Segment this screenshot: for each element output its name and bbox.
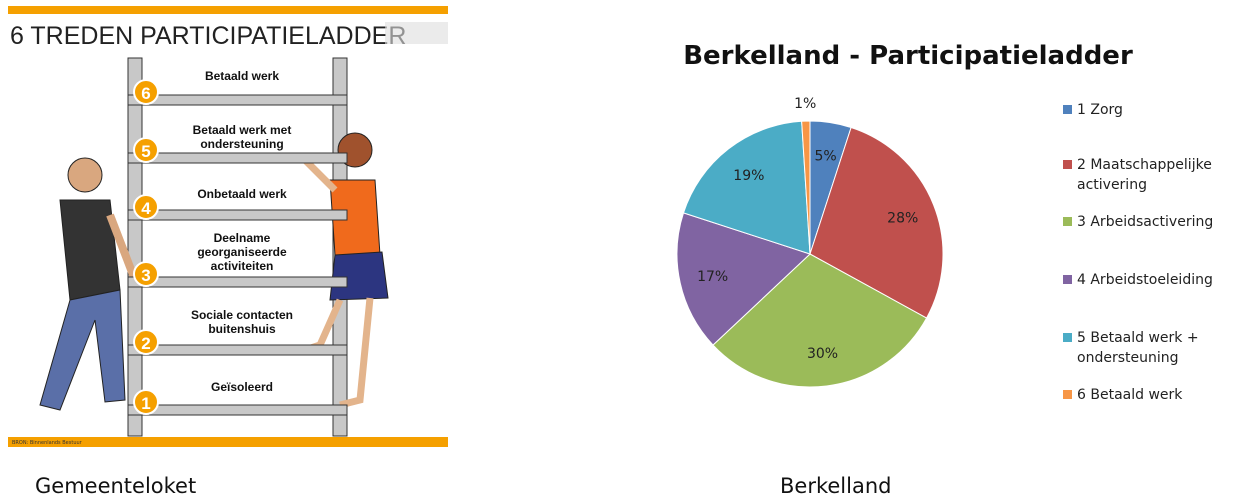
data-label: 28% [887, 210, 918, 226]
legend-swatch [1063, 390, 1072, 399]
page: {"infographic": {"title": "6 TREDEN PART… [0, 0, 1235, 499]
caption: Berkelland [780, 474, 891, 498]
rung-label: Betaald werk [177, 69, 307, 83]
legend-entry: 1 Zorg [1063, 100, 1235, 120]
rung-number: 3 [141, 266, 150, 285]
rung [128, 210, 347, 220]
legend-entry: 6 Betaald werk [1063, 385, 1235, 405]
rung-label: Sociale contacten buitenshuis [177, 308, 307, 336]
data-label: 17% [697, 269, 728, 285]
figure-man [40, 158, 135, 410]
data-label: 1% [794, 96, 816, 112]
title-pattern [385, 22, 448, 44]
rung-number: 1 [141, 394, 150, 413]
legend-entry: 4 Arbeidstoeleiding [1063, 270, 1235, 290]
rail [128, 58, 142, 436]
rung-number: 2 [141, 334, 150, 353]
legend-entry: 3 Arbeidsactivering [1063, 212, 1235, 232]
rung [128, 153, 347, 163]
legend-swatch [1063, 275, 1072, 284]
data-label: 19% [733, 168, 764, 184]
rung [128, 405, 347, 415]
rung-label: Onbetaald werk [177, 187, 307, 201]
rung-label: Betaald werk met ondersteuning [177, 123, 307, 151]
legend-swatch [1063, 160, 1072, 169]
legend-swatch [1063, 333, 1072, 342]
legend-entry: 5 Betaald werk + ondersteuning [1063, 328, 1235, 368]
legend-swatch [1063, 217, 1072, 226]
top-bar [8, 6, 448, 14]
source: BRON: Binnenlands Bestuur [12, 440, 83, 446]
legend-swatch [1063, 105, 1072, 114]
rung-number: 4 [141, 199, 151, 218]
infographic-title: 6 TREDEN PARTICIPATIELADDER [10, 22, 406, 50]
rung [128, 95, 347, 105]
rung [128, 277, 347, 287]
rung-label: Geïsoleerd [177, 380, 307, 394]
legend-entry: 2 Maatschappelijke activering [1063, 155, 1235, 195]
rung-number: 6 [141, 84, 150, 103]
data-label: 5% [814, 148, 836, 164]
rung [128, 345, 347, 355]
rung-number: 5 [141, 142, 150, 161]
chart-title: Berkelland - Participatieladder [683, 41, 1133, 71]
data-label: 30% [807, 346, 838, 362]
caption: Gemeenteloket [35, 474, 196, 498]
rung-label: Deelname georganiseerde activiteiten [177, 231, 307, 273]
